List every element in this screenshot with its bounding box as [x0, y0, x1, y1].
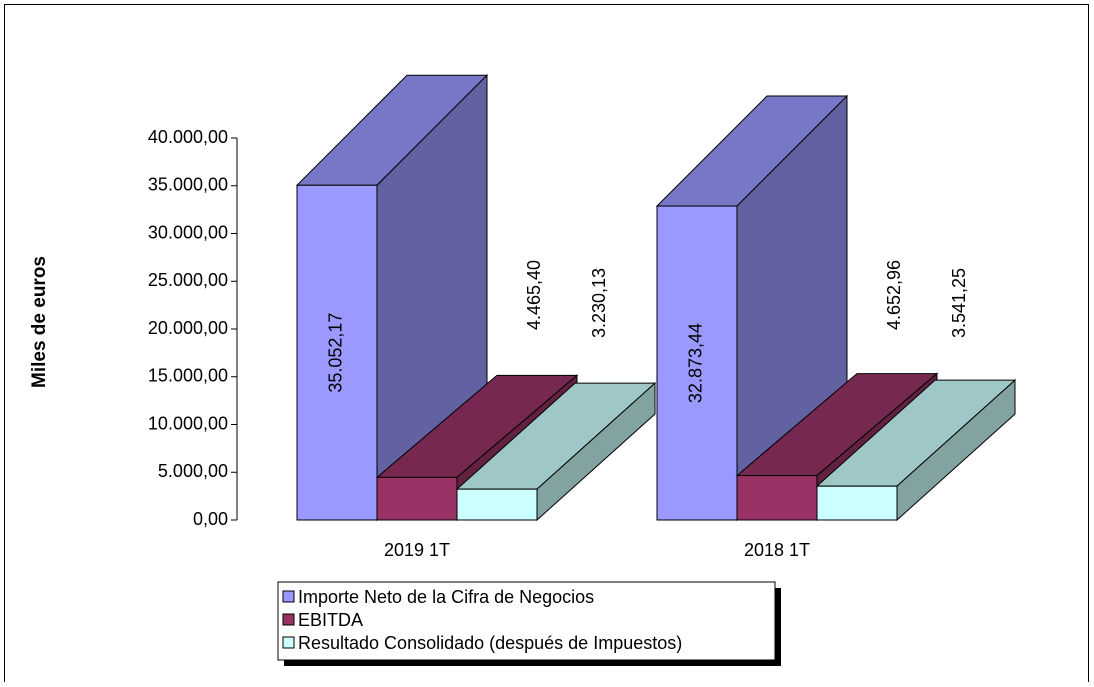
bar	[456, 488, 538, 521]
legend-swatch	[282, 636, 295, 649]
x-tick-label: 2019 1T	[384, 540, 450, 560]
y-tick-label: 30.000,00	[148, 222, 228, 242]
y-tick-label: 0,00	[193, 509, 228, 529]
x-tick-label: 2018 1T	[744, 540, 810, 560]
y-tick-label: 5.000,00	[158, 461, 228, 481]
y-tick-label: 10.000,00	[148, 413, 228, 433]
legend-label: Importe Neto de la Cifra de Negocios	[298, 587, 594, 607]
y-tick-label: 15.000,00	[148, 366, 228, 386]
value-label: 4.465,40	[524, 260, 544, 330]
value-label: 3.541,25	[949, 268, 969, 338]
legend-label: Resultado Consolidado (después de Impues…	[298, 633, 682, 653]
y-axis-label: Miles de euros	[29, 256, 50, 388]
legend-swatch	[282, 590, 295, 603]
value-label: 32.873,44	[686, 323, 706, 403]
value-label: 3.230,13	[589, 268, 609, 338]
y-tick-label: 25.000,00	[148, 270, 228, 290]
value-label: 4.652,96	[884, 260, 904, 330]
bar	[296, 184, 378, 521]
legend-label: EBITDA	[298, 610, 363, 630]
y-tick-label: 40.000,00	[148, 127, 228, 147]
bar	[816, 485, 898, 521]
y-tick-label: 20.000,00	[148, 318, 228, 338]
bar	[736, 475, 818, 521]
legend	[277, 581, 776, 661]
value-label: 35.052,17	[326, 313, 346, 393]
y-tick-label: 35.000,00	[148, 175, 228, 195]
bar	[376, 476, 458, 521]
legend-swatch	[282, 613, 295, 626]
frame	[4, 4, 1089, 687]
bar	[656, 205, 738, 521]
